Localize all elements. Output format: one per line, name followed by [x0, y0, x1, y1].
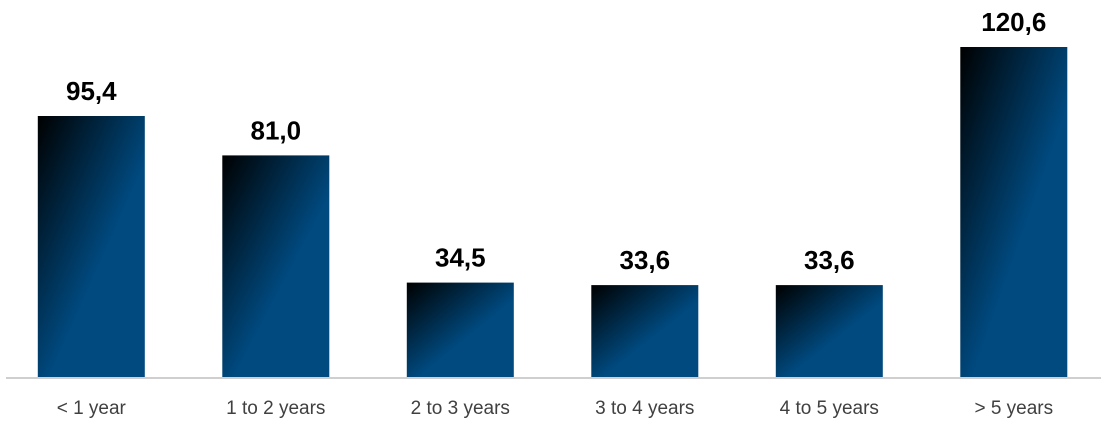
x-tick-label-2: 2 to 3 years [411, 398, 510, 419]
value-label-3: 33,6 [619, 245, 670, 275]
bar-4 [776, 285, 883, 377]
bar-2 [407, 283, 514, 377]
x-tick-label-1: 1 to 2 years [226, 398, 325, 419]
bars-group [38, 47, 1068, 377]
value-labels-group: 95,4 81,0 34,5 33,6 33,6 120,6 [66, 7, 1046, 275]
value-label-5: 120,6 [981, 7, 1046, 37]
bar-0 [38, 116, 145, 377]
x-tick-label-4: 4 to 5 years [780, 398, 879, 419]
value-label-4: 33,6 [804, 245, 855, 275]
x-tick-label-0: < 1 year [57, 398, 127, 419]
bar-3 [591, 285, 698, 377]
bar-1 [222, 155, 329, 377]
bar-5 [960, 47, 1067, 377]
x-tick-label-3: 3 to 4 years [595, 398, 694, 419]
x-tick-labels-group: < 1 year 1 to 2 years 2 to 3 years 3 to 4 y… [57, 398, 1053, 419]
value-label-1: 81,0 [250, 115, 301, 145]
x-tick-label-5: > 5 years [974, 398, 1053, 419]
value-label-2: 34,5 [435, 243, 486, 273]
value-label-0: 95,4 [66, 76, 117, 106]
